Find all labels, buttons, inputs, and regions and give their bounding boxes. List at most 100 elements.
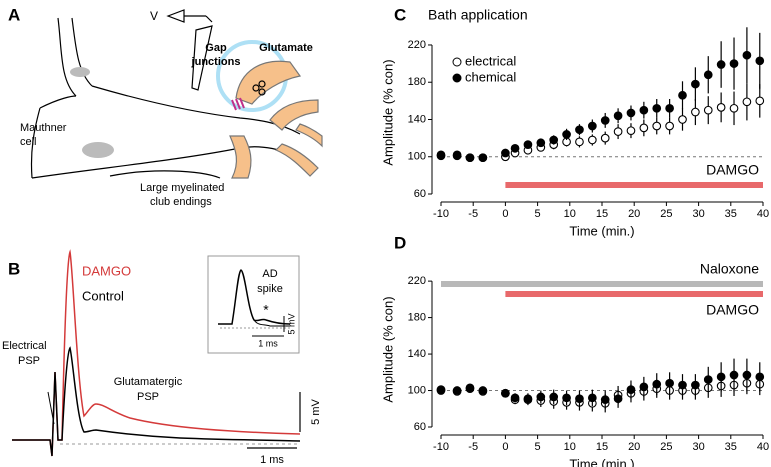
data-point: [478, 153, 488, 163]
data-point: [600, 395, 610, 404]
data-point: [729, 103, 739, 113]
vesicle: [252, 84, 260, 92]
data-point: [536, 392, 546, 402]
club-ending: [70, 67, 90, 77]
data-point: [549, 135, 559, 145]
data-point: [626, 108, 636, 118]
data-point: [626, 126, 636, 136]
y-tick-label: 220: [408, 275, 426, 287]
y-tick-label: 140: [408, 113, 426, 125]
x-tick-label: 35: [725, 441, 737, 453]
data-point: [452, 150, 462, 160]
treatment-bar: [441, 281, 763, 287]
data-point: [755, 372, 765, 382]
data-point: [613, 111, 623, 121]
glutamatergic-psp-label: PSP: [137, 391, 159, 403]
data-point: [652, 103, 662, 113]
treatment-bar: [505, 182, 763, 188]
data-point: [510, 144, 520, 153]
data-point: [703, 375, 713, 384]
inset-trace: [253, 319, 290, 327]
cell-outline: [91, 85, 301, 135]
data-point: [587, 121, 597, 131]
x-tick-label: 20: [628, 441, 640, 453]
treatment-bar: [505, 291, 763, 297]
glutamate-label: Glutamate: [259, 42, 313, 54]
data-point: [665, 103, 674, 113]
data-point: [716, 60, 726, 69]
x-tick-label: -5: [468, 441, 478, 453]
chart-title: Bath application: [428, 7, 528, 23]
data-point: [678, 115, 687, 124]
club-ending: [295, 123, 323, 148]
club-ending: [235, 60, 302, 105]
panel-label: D: [394, 233, 406, 252]
control-label: Control: [82, 288, 124, 303]
x-tick-label: 10: [564, 208, 576, 220]
y-tick-label: 60: [414, 188, 426, 200]
control-trace: [12, 346, 301, 457]
dendrite: [57, 17, 93, 97]
electrode-label: V: [150, 9, 158, 23]
damgo-label: DAMGO: [82, 263, 131, 278]
data-point: [523, 394, 533, 404]
data-point: [639, 123, 649, 133]
data-point: [716, 103, 726, 112]
y-tick-label: 60: [414, 421, 426, 433]
pointer: [47, 391, 55, 425]
y-tick-label: 100: [408, 151, 426, 163]
data-point: [587, 393, 597, 403]
x-tick-label: 40: [757, 208, 769, 220]
data-point: [436, 386, 446, 395]
axon: [109, 170, 221, 179]
inset-scale-time: 1 ms: [258, 338, 278, 348]
legend-label: chemical: [465, 69, 516, 84]
data-point: [510, 393, 520, 403]
electrode: [191, 15, 213, 91]
data-point: [536, 138, 546, 148]
x-tick-label: 5: [535, 208, 541, 220]
y-axis-label: Amplitude (% con): [380, 59, 395, 165]
data-point: [562, 393, 571, 403]
y-tick-label: 220: [408, 39, 426, 51]
y-tick-label: 100: [408, 384, 426, 396]
data-point: [562, 130, 571, 139]
vesicle: [258, 88, 266, 96]
data-point: [436, 150, 446, 160]
data-point: [652, 379, 662, 389]
mauthner-label: cell: [20, 136, 37, 148]
data-point: [465, 383, 475, 393]
glutamatergic-psp-label: Glutamatergic: [114, 376, 183, 388]
data-point: [639, 382, 649, 392]
scale-time-label: 1 ms: [260, 454, 284, 466]
gap-junctions-label: junctions: [191, 56, 241, 68]
x-tick-label: -10: [433, 208, 449, 220]
data-point: [652, 121, 662, 131]
x-tick-label: 10: [564, 441, 576, 453]
inset-box: [207, 255, 300, 354]
data-point: [755, 96, 765, 106]
data-point: [678, 90, 687, 100]
inset-trace: [218, 269, 291, 325]
panel-label: A: [8, 5, 20, 24]
data-point: [626, 385, 636, 394]
treatment-label: DAMGO: [706, 302, 759, 318]
data-point: [575, 394, 584, 404]
data-point: [478, 386, 488, 395]
data-point: [665, 378, 674, 388]
data-point: [691, 79, 700, 89]
y-tick-label: 180: [408, 76, 426, 88]
x-tick-label: 40: [757, 441, 769, 453]
electrical-psp-label: Electrical: [2, 340, 47, 352]
legend-label: electrical: [465, 53, 516, 68]
club-ending: [229, 135, 252, 179]
data-point: [703, 105, 713, 115]
schematic: [30, 9, 323, 179]
gap-junctions-label: Gap: [205, 42, 227, 54]
amplifier: [166, 9, 206, 23]
electrical-psp-label: PSP: [18, 355, 40, 367]
y-tick-label: 180: [408, 311, 426, 323]
x-axis-label: Time (min.): [569, 456, 634, 467]
